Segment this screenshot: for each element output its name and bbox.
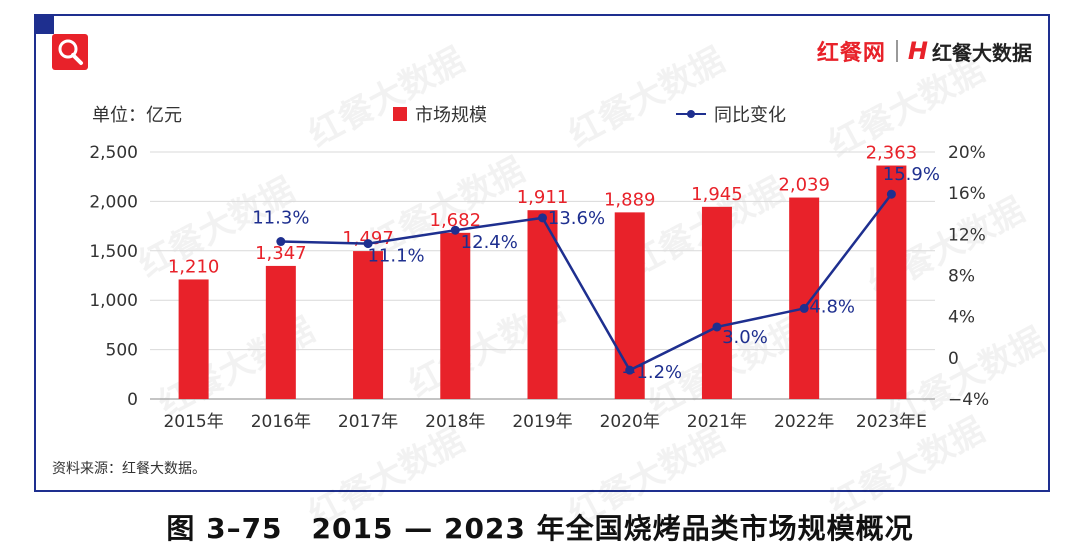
line-point [625, 365, 635, 375]
x-tick-label: 2015年 [163, 412, 223, 432]
bar-value-label: 1,945 [691, 184, 743, 205]
bar-value-label: 1,889 [604, 189, 656, 210]
brand-logo: 红餐网 H 红餐大数据 [817, 36, 1032, 66]
y-tick-left: 2,000 [89, 192, 138, 212]
line-value-label: 3.0% [722, 327, 768, 348]
line-point [363, 239, 373, 249]
y-tick-right: 4% [948, 308, 975, 328]
y-tick-right: 12% [948, 225, 986, 245]
bar [353, 251, 384, 399]
bar [265, 265, 296, 399]
legend-bar: 市场规模 [393, 101, 487, 127]
line-series [280, 193, 893, 372]
line-point [886, 189, 896, 199]
data-brand: H 红餐大数据 [908, 37, 1032, 66]
y-tick-left: 500 [106, 341, 138, 361]
bar-value-label: 1,347 [255, 243, 307, 264]
line-value-label: 12.4% [461, 232, 518, 253]
y-tick-right: 8% [948, 267, 975, 287]
x-tick-label: 2017年 [338, 412, 398, 432]
line-value-label: 11.3% [252, 208, 309, 229]
line-point [450, 225, 460, 235]
y-tick-left: 0 [127, 390, 138, 410]
y-tick-right: −4% [948, 390, 989, 410]
line-value-label: 13.6% [548, 208, 605, 229]
brand-divider [895, 40, 898, 62]
x-tick-label: 2019年 [512, 412, 572, 432]
line-point [799, 303, 809, 313]
unit-label: 单位：亿元 [92, 105, 182, 126]
line-value-label: 15.9% [883, 164, 940, 185]
y-tick-right: 0 [948, 349, 959, 369]
x-tick-label: 2016年 [251, 412, 311, 432]
bar-value-label: 2,363 [866, 143, 918, 164]
line-point [538, 213, 547, 223]
legend-bar-swatch [393, 107, 407, 121]
legend-line-swatch [676, 107, 706, 121]
y-tick-left: 1,500 [89, 242, 138, 262]
x-tick-label: 2022年 [774, 412, 834, 432]
bar [876, 165, 907, 399]
bar [527, 210, 558, 399]
source-note: 资料来源：红餐大数据。 [52, 461, 206, 477]
y-tick-left: 1,000 [89, 291, 138, 311]
y-tick-right: 20% [948, 143, 986, 163]
figure-caption: 图 3–75 2015 — 2023 年全国烧烤品类市场规模概况 [166, 512, 914, 545]
data-brand-label: 红餐大数据 [932, 40, 1032, 65]
x-tick-label: 2020年 [600, 412, 660, 432]
x-tick-label: 2023年E [856, 412, 927, 432]
bar-value-label: 2,039 [778, 175, 830, 196]
line-value-label: 4.8% [809, 296, 855, 317]
bar-value-label: 1,682 [430, 210, 482, 231]
line-point [712, 322, 722, 332]
x-tick-label: 2018年 [425, 412, 485, 432]
bar-value-label: 1,210 [168, 256, 220, 277]
line-point [276, 237, 286, 247]
y-tick-left: 2,500 [89, 143, 138, 163]
search-icon [52, 34, 88, 70]
line-value-label: 11.1% [367, 246, 424, 267]
x-tick-label: 2021年 [687, 412, 747, 432]
bar [178, 279, 209, 399]
bar [440, 232, 471, 399]
bar [701, 206, 732, 399]
line-value-label: −1.2% [621, 362, 682, 383]
bar [789, 197, 820, 399]
legend-line: 同比变化 [676, 101, 786, 127]
legend-bar-label: 市场规模 [415, 105, 487, 126]
brand-name: 红餐网 [816, 41, 886, 66]
frame-corner [34, 14, 54, 34]
h-logo-icon: H [907, 37, 928, 65]
bar-value-label: 1,911 [517, 187, 569, 208]
y-tick-right: 16% [948, 184, 986, 204]
legend-line-label: 同比变化 [714, 105, 786, 126]
